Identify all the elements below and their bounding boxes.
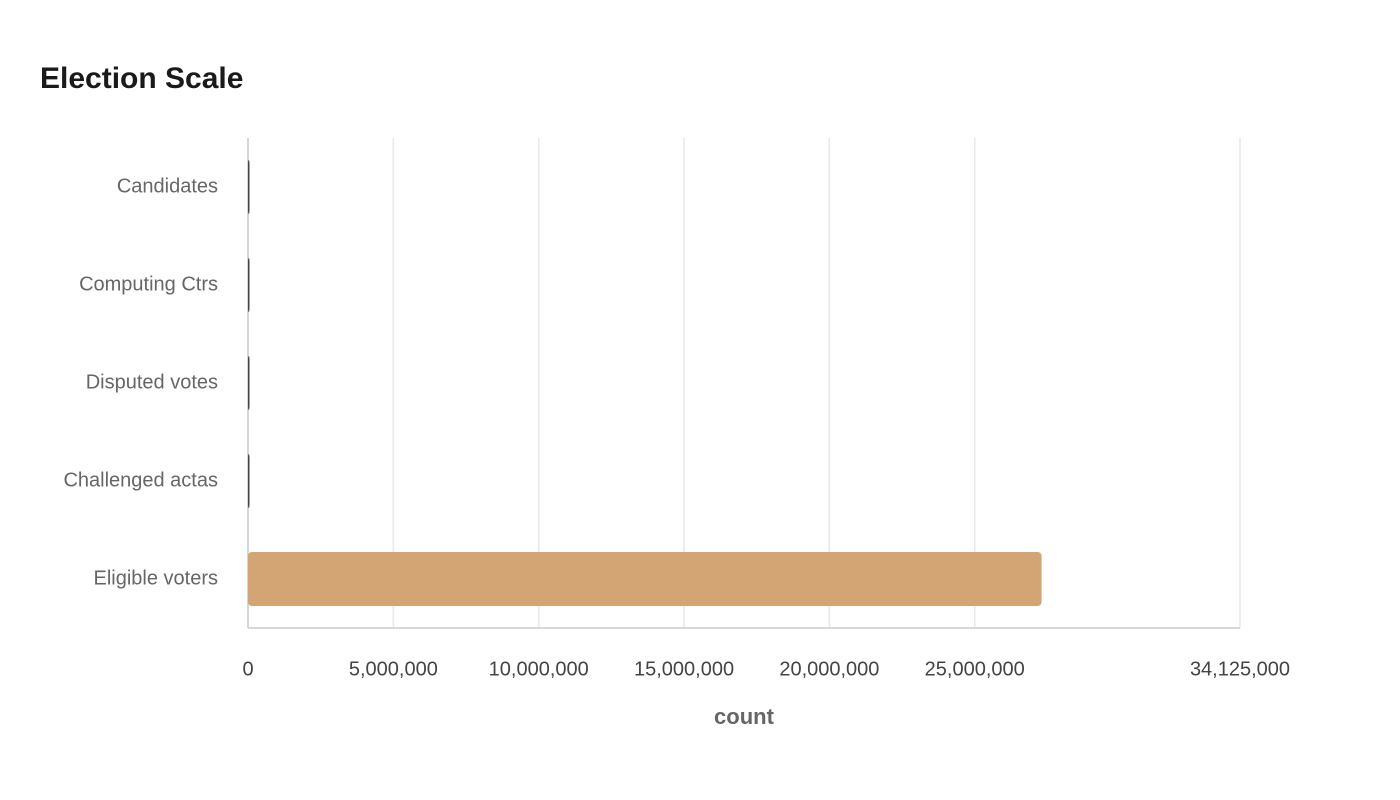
chart-title: Election Scale — [40, 62, 243, 95]
x-tick-label: 15,000,000 — [634, 658, 734, 680]
y-tick-label: Computing Ctrs — [79, 273, 218, 295]
x-axis-label: count — [714, 704, 775, 729]
y-tick-label: Eligible voters — [93, 567, 218, 589]
x-tick-label: 5,000,000 — [349, 658, 438, 680]
bar — [248, 552, 1042, 606]
x-tick-label: 34,125,000 — [1190, 658, 1290, 680]
x-tick-label: 25,000,000 — [925, 658, 1025, 680]
bar — [248, 454, 250, 508]
bar — [248, 258, 250, 312]
y-tick-label: Disputed votes — [86, 371, 218, 393]
x-tick-label: 0 — [242, 658, 253, 680]
x-tick-label: 10,000,000 — [489, 658, 589, 680]
bar — [248, 356, 250, 410]
y-tick-label: Candidates — [117, 175, 218, 197]
bar — [248, 160, 250, 214]
y-tick-label: Challenged actas — [63, 469, 218, 491]
x-tick-label: 20,000,000 — [779, 658, 879, 680]
